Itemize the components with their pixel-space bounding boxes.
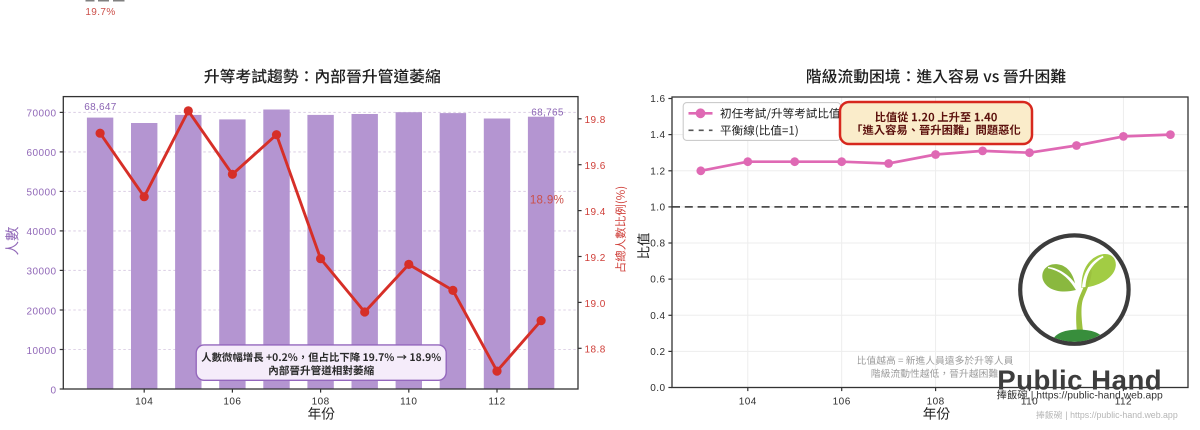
svg-text:1.0: 1.0 — [650, 203, 665, 214]
svg-text:112: 112 — [1115, 396, 1132, 407]
svg-text:0.4: 0.4 — [650, 311, 665, 322]
svg-text:40000: 40000 — [26, 227, 56, 238]
svg-text:18.8: 18.8 — [585, 345, 606, 356]
svg-text:0.6: 0.6 — [650, 275, 665, 286]
svg-text:108: 108 — [312, 396, 330, 407]
svg-text:19.2: 19.2 — [585, 253, 606, 264]
svg-text:| https://public-hand.web.app: | https://public-hand.web.app — [1065, 410, 1177, 420]
svg-text:60000: 60000 — [26, 148, 56, 159]
svg-text:1.2: 1.2 — [650, 166, 665, 177]
svg-text:104: 104 — [135, 396, 153, 407]
svg-text:19.8: 19.8 — [585, 115, 606, 126]
svg-text:10000: 10000 — [26, 346, 56, 357]
svg-text:19.0: 19.0 — [585, 299, 606, 310]
svg-text:0.8: 0.8 — [650, 239, 665, 250]
svg-text:70000: 70000 — [26, 109, 56, 120]
svg-text:19.6: 19.6 — [585, 161, 606, 172]
svg-text:Public Hand: Public Hand — [997, 364, 1162, 395]
svg-text:50000: 50000 — [26, 188, 56, 199]
svg-text:110: 110 — [1021, 396, 1038, 407]
svg-text:18.9%: 18.9% — [530, 194, 564, 206]
svg-text:20000: 20000 — [26, 306, 56, 317]
svg-text:110: 110 — [400, 396, 417, 407]
svg-text:1.4: 1.4 — [650, 130, 665, 141]
svg-text:68,765: 68,765 — [531, 107, 564, 118]
svg-text:1.6: 1.6 — [650, 94, 665, 105]
svg-text:0.2: 0.2 — [650, 347, 665, 358]
svg-text:0: 0 — [50, 385, 56, 396]
svg-text:106: 106 — [833, 396, 851, 407]
svg-text:19.4: 19.4 — [585, 207, 606, 218]
svg-text:104: 104 — [739, 396, 757, 407]
svg-text:0.0: 0.0 — [650, 383, 665, 394]
svg-text:19.7%: 19.7% — [85, 7, 115, 18]
svg-text:108: 108 — [927, 396, 945, 407]
svg-text:112: 112 — [488, 396, 505, 407]
svg-text:106: 106 — [223, 396, 241, 407]
svg-text:| https://public-hand.web.app: | https://public-hand.web.app — [1031, 390, 1163, 401]
svg-text:68,647: 68,647 — [84, 102, 117, 113]
svg-text:30000: 30000 — [26, 267, 56, 278]
